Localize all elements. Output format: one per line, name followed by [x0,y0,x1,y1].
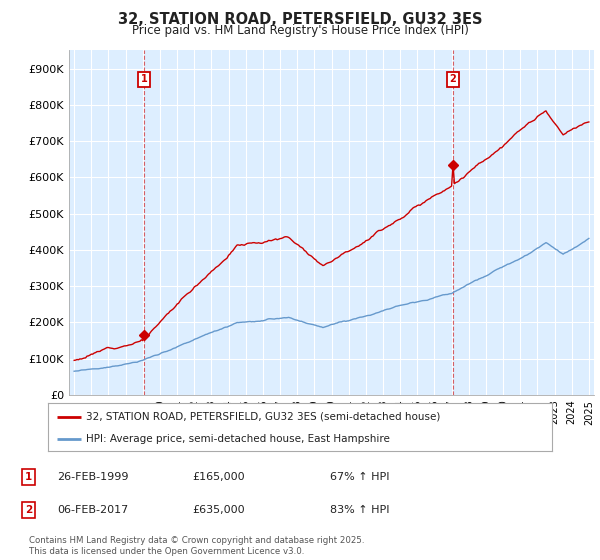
Text: 2: 2 [25,505,32,515]
Text: 67% ↑ HPI: 67% ↑ HPI [330,472,389,482]
Text: Price paid vs. HM Land Registry's House Price Index (HPI): Price paid vs. HM Land Registry's House … [131,24,469,37]
Text: 32, STATION ROAD, PETERSFIELD, GU32 3ES: 32, STATION ROAD, PETERSFIELD, GU32 3ES [118,12,482,27]
Text: HPI: Average price, semi-detached house, East Hampshire: HPI: Average price, semi-detached house,… [86,435,389,445]
Text: Contains HM Land Registry data © Crown copyright and database right 2025.
This d: Contains HM Land Registry data © Crown c… [29,536,364,556]
Text: 26-FEB-1999: 26-FEB-1999 [57,472,128,482]
Text: 2: 2 [449,74,457,85]
Text: £165,000: £165,000 [192,472,245,482]
Text: 1: 1 [141,74,148,85]
Text: 06-FEB-2017: 06-FEB-2017 [57,505,128,515]
Text: 83% ↑ HPI: 83% ↑ HPI [330,505,389,515]
Text: 1: 1 [25,472,32,482]
Text: £635,000: £635,000 [192,505,245,515]
Text: 32, STATION ROAD, PETERSFIELD, GU32 3ES (semi-detached house): 32, STATION ROAD, PETERSFIELD, GU32 3ES … [86,412,440,422]
